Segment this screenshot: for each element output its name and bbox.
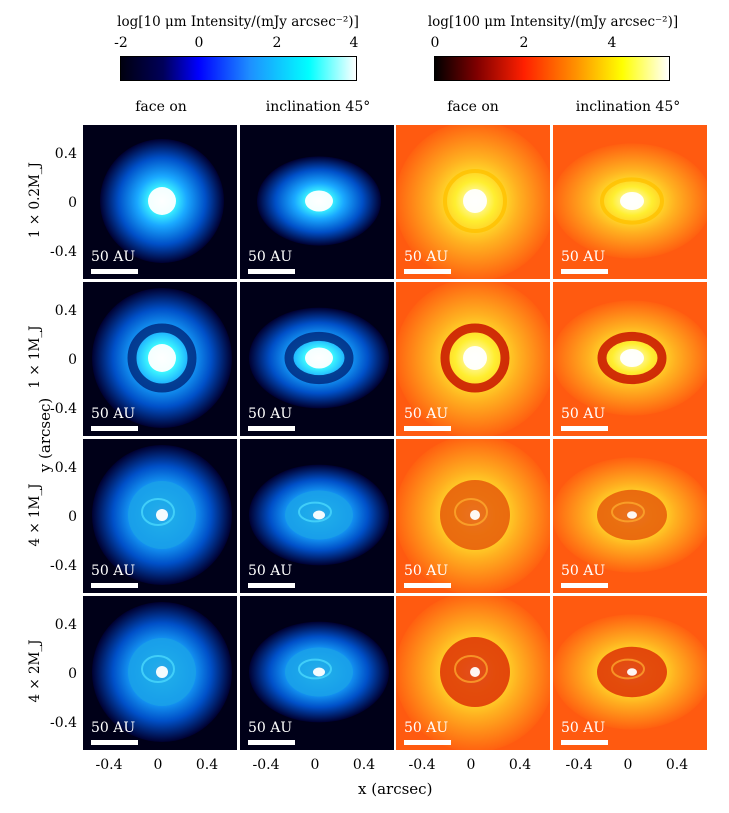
y-tick-label: -0.4	[50, 558, 77, 574]
colorbar-10um-title: log[10 μm Intensity/(mJy arcsec⁻²)]	[117, 14, 359, 30]
image-panel-100um: 50 AU	[553, 439, 707, 593]
image-panel-10um: 50 AU	[240, 282, 394, 436]
scale-bar	[91, 740, 138, 745]
scale-bar-label: 50 AU	[561, 563, 606, 579]
x-tick-label: -0.4	[95, 757, 123, 773]
scale-bar-label: 50 AU	[404, 249, 449, 265]
scale-bar	[248, 269, 295, 274]
image-panel-100um: 50 AU	[553, 596, 707, 750]
y-axis-label: y (arcsec)	[36, 397, 54, 473]
image-panel-10um: 50 AU	[240, 439, 394, 593]
y-tick-label: 0	[68, 509, 77, 525]
image-panel-100um: 50 AU	[396, 439, 550, 593]
y-tick-label: 0.4	[54, 460, 77, 476]
scale-bar-label: 50 AU	[248, 406, 293, 422]
scale-bar	[248, 740, 295, 745]
x-tick-label: 0	[466, 757, 476, 773]
x-tick-label: 0	[153, 757, 163, 773]
scale-bar	[404, 740, 451, 745]
column-header-face-on-100um: face on	[447, 99, 499, 115]
x-tick-label: -0.4	[252, 757, 280, 773]
colorbar-100um-tick: 0	[430, 35, 440, 51]
scale-bar-label: 50 AU	[248, 249, 293, 265]
scale-bar-label: 50 AU	[91, 720, 136, 736]
scale-bar-label: 50 AU	[248, 563, 293, 579]
colorbar-10um	[120, 56, 357, 81]
column-header-inclined-10um: inclination 45°	[265, 99, 371, 115]
scale-bar	[561, 740, 608, 745]
y-tick-label: -0.4	[50, 401, 77, 417]
scale-bar-label: 50 AU	[404, 563, 449, 579]
scale-bar	[404, 426, 451, 431]
colorbar-100um-tick: 2	[519, 35, 529, 51]
scale-bar	[91, 426, 138, 431]
column-header-inclined-100um: inclination 45°	[575, 99, 681, 115]
scale-bar	[248, 426, 295, 431]
colorbar-10um-tick: -2	[114, 35, 128, 51]
image-panel-10um: 50 AU	[240, 596, 394, 750]
colorbar-100um	[434, 56, 670, 81]
scale-bar-label: 50 AU	[404, 406, 449, 422]
scale-bar-label: 50 AU	[91, 563, 136, 579]
x-tick-label: 0.4	[352, 757, 376, 773]
image-panel-100um: 50 AU	[396, 596, 550, 750]
colorbar-10um-tick: 2	[272, 35, 282, 51]
row-label: 4 × 2M_J	[27, 639, 43, 703]
scale-bar-label: 50 AU	[404, 720, 449, 736]
scale-bar-label: 50 AU	[91, 249, 136, 265]
y-tick-label: -0.4	[50, 244, 77, 260]
scale-bar-label: 50 AU	[91, 406, 136, 422]
scale-bar-label: 50 AU	[561, 249, 606, 265]
image-panel-100um: 50 AU	[553, 282, 707, 436]
image-panel-10um: 50 AU	[83, 596, 237, 750]
y-tick-label: 0	[68, 195, 77, 211]
image-panel-10um: 50 AU	[240, 125, 394, 279]
x-tick-label: 0.4	[665, 757, 689, 773]
scale-bar	[248, 583, 295, 588]
scale-bar	[561, 583, 608, 588]
scale-bar	[561, 426, 608, 431]
image-panel-100um: 50 AU	[396, 282, 550, 436]
x-tick-label: 0	[623, 757, 633, 773]
scale-bar	[404, 269, 451, 274]
image-panel-10um: 50 AU	[83, 282, 237, 436]
y-tick-label: 0.4	[54, 617, 77, 633]
y-tick-label: 0	[68, 352, 77, 368]
x-tick-label: 0	[310, 757, 320, 773]
column-header-face-on-10um: face on	[135, 99, 187, 115]
scale-bar	[91, 269, 138, 274]
image-panel-10um: 50 AU	[83, 125, 237, 279]
x-tick-label: -0.4	[408, 757, 436, 773]
y-tick-label: 0	[68, 666, 77, 682]
image-panel-100um: 50 AU	[553, 125, 707, 279]
image-panel-10um: 50 AU	[83, 439, 237, 593]
y-tick-label: 0.4	[54, 146, 77, 162]
scale-bar	[91, 583, 138, 588]
colorbar-100um-tick: 4	[607, 35, 617, 51]
x-tick-label: -0.4	[565, 757, 593, 773]
scale-bar-label: 50 AU	[248, 720, 293, 736]
scale-bar-label: 50 AU	[561, 720, 606, 736]
colorbar-10um-tick: 4	[349, 35, 359, 51]
colorbar-100um-title: log[100 μm Intensity/(mJy arcsec⁻²)]	[427, 14, 679, 30]
scale-bar	[404, 583, 451, 588]
x-axis-label: x (arcsec)	[358, 780, 433, 798]
scale-bar	[561, 269, 608, 274]
x-tick-label: 0.4	[508, 757, 532, 773]
x-tick-label: 0.4	[195, 757, 219, 773]
image-panel-100um: 50 AU	[396, 125, 550, 279]
y-tick-label: 0.4	[54, 303, 77, 319]
row-label: 1 × 0.2M_J	[27, 162, 43, 238]
y-tick-label: -0.4	[50, 715, 77, 731]
scale-bar-label: 50 AU	[561, 406, 606, 422]
colorbar-10um-tick: 0	[194, 35, 204, 51]
